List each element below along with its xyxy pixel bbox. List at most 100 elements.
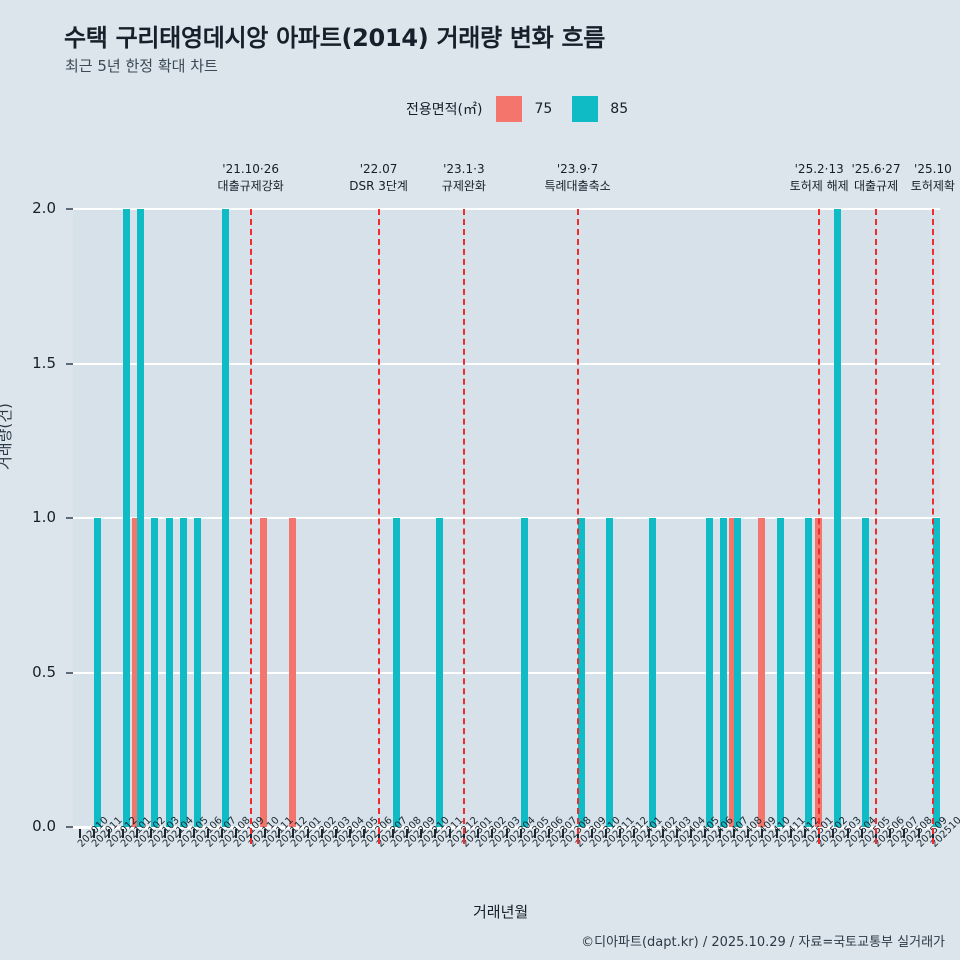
event-line bbox=[462, 209, 465, 844]
y-tick-mark bbox=[66, 362, 73, 365]
gridline bbox=[73, 517, 940, 519]
bar bbox=[833, 209, 841, 827]
x-tick-mark bbox=[519, 829, 522, 838]
event-text: 토허제확 bbox=[910, 179, 955, 193]
x-tick-mark bbox=[420, 829, 423, 838]
x-tick-mark bbox=[633, 829, 636, 838]
x-tick-mark bbox=[334, 829, 337, 838]
bar bbox=[137, 209, 145, 827]
x-tick-mark bbox=[178, 829, 181, 838]
event-text: 규제완화 bbox=[441, 179, 486, 193]
event-date: '23.9·7 bbox=[556, 162, 599, 176]
x-tick-mark bbox=[135, 829, 138, 838]
x-tick-mark bbox=[207, 829, 210, 838]
event-line bbox=[249, 209, 252, 844]
y-tick-label: 1.5 bbox=[32, 353, 56, 372]
y-tick-mark bbox=[66, 517, 73, 519]
y-tick-label: 0.0 bbox=[32, 817, 56, 835]
bar bbox=[260, 518, 268, 827]
x-tick-mark bbox=[704, 829, 707, 838]
x-tick-mark bbox=[505, 829, 508, 838]
x-tick-mark bbox=[803, 829, 806, 838]
bar bbox=[577, 518, 585, 827]
y-axis-title: 거래량(건) bbox=[0, 403, 14, 470]
x-tick-mark bbox=[306, 829, 309, 838]
x-tick-mark bbox=[889, 829, 892, 838]
event-date: '25.6·27 bbox=[851, 162, 901, 176]
y-tick-mark bbox=[66, 671, 73, 674]
event-text: 대출규제강화 bbox=[217, 179, 284, 193]
legend: 전용면적(㎡) 75 85 bbox=[406, 96, 628, 122]
x-tick-mark bbox=[775, 829, 778, 838]
bar bbox=[132, 518, 140, 827]
gridline bbox=[73, 208, 940, 210]
bar bbox=[179, 518, 187, 827]
x-tick-mark bbox=[732, 829, 735, 838]
plot-area bbox=[73, 208, 941, 828]
event-line bbox=[576, 209, 579, 844]
bar bbox=[122, 209, 130, 827]
page-subtitle: 최근 5년 한정 확대 차트 bbox=[65, 57, 218, 75]
x-tick-mark bbox=[604, 829, 607, 838]
x-tick-mark bbox=[647, 829, 650, 838]
x-tick-mark bbox=[406, 829, 408, 838]
legend-swatch-75 bbox=[496, 96, 523, 122]
bar bbox=[606, 518, 614, 827]
x-tick-mark bbox=[661, 829, 664, 838]
bar bbox=[729, 518, 737, 827]
event-line bbox=[931, 209, 934, 844]
x-tick-mark bbox=[278, 829, 281, 838]
x-axis-title: 거래년월 bbox=[473, 903, 529, 921]
event-text: 특례대출축소 bbox=[544, 179, 611, 193]
event-line bbox=[818, 209, 821, 844]
event-line bbox=[875, 209, 878, 844]
footer-credit: ©디아파트(dapt.kr) / 2025.10.29 / 자료=국토교통부 실… bbox=[581, 935, 945, 950]
gridline bbox=[73, 362, 940, 365]
event-annotation: '22.07 DSR 3단계 bbox=[349, 161, 408, 195]
x-tick-mark bbox=[434, 829, 437, 838]
event-date: '21.10·26 bbox=[222, 162, 280, 176]
event-date: '22.07 bbox=[359, 162, 398, 176]
y-tick-label: 2.0 bbox=[32, 199, 56, 217]
x-tick-mark bbox=[548, 829, 551, 838]
bar bbox=[757, 518, 765, 827]
x-tick-mark bbox=[391, 829, 394, 838]
x-tick-mark bbox=[477, 829, 480, 838]
event-annotation: '21.10·26 대출규제강화 bbox=[218, 161, 284, 195]
event-annotation: '23.1·3 규제완화 bbox=[442, 161, 486, 195]
x-tick-mark bbox=[846, 829, 849, 838]
x-tick-mark bbox=[107, 829, 110, 838]
x-tick-mark bbox=[491, 829, 494, 838]
bar bbox=[288, 518, 296, 827]
legend-label-75: 75 bbox=[534, 101, 553, 117]
x-tick-mark bbox=[619, 829, 622, 838]
event-date: '25.10 bbox=[914, 162, 952, 176]
event-date: '25.2·13 bbox=[794, 162, 844, 176]
bar bbox=[435, 518, 443, 827]
x-tick-mark bbox=[718, 829, 721, 838]
page-title: 수택 구리태영데시앙 아파트(2014) 거래량 변화 흐름 bbox=[64, 24, 606, 52]
bar bbox=[222, 209, 230, 827]
x-tick-mark bbox=[164, 829, 167, 838]
event-annotation: '25.6·27 대출규제 bbox=[851, 161, 900, 195]
bar bbox=[861, 518, 869, 827]
x-tick-mark bbox=[676, 829, 679, 838]
bar bbox=[776, 518, 784, 827]
x-tick-mark bbox=[903, 829, 906, 838]
gridline bbox=[73, 671, 940, 674]
y-tick-mark bbox=[66, 208, 73, 210]
event-line bbox=[377, 209, 380, 844]
x-tick-mark bbox=[221, 829, 224, 838]
event-annotation: '25.2·13 토허제 해제 bbox=[790, 161, 849, 195]
bar bbox=[94, 518, 102, 827]
event-annotation: '25.10 토허제확 bbox=[911, 161, 955, 195]
x-tick-mark bbox=[292, 829, 295, 838]
x-tick-mark bbox=[562, 829, 565, 838]
event-text: DSR 3단계 bbox=[349, 179, 408, 193]
x-axis-line bbox=[73, 827, 940, 829]
bar bbox=[151, 518, 159, 827]
x-tick-mark bbox=[363, 829, 366, 838]
bar bbox=[734, 518, 742, 827]
event-text: 토허제 해제 bbox=[789, 179, 849, 193]
